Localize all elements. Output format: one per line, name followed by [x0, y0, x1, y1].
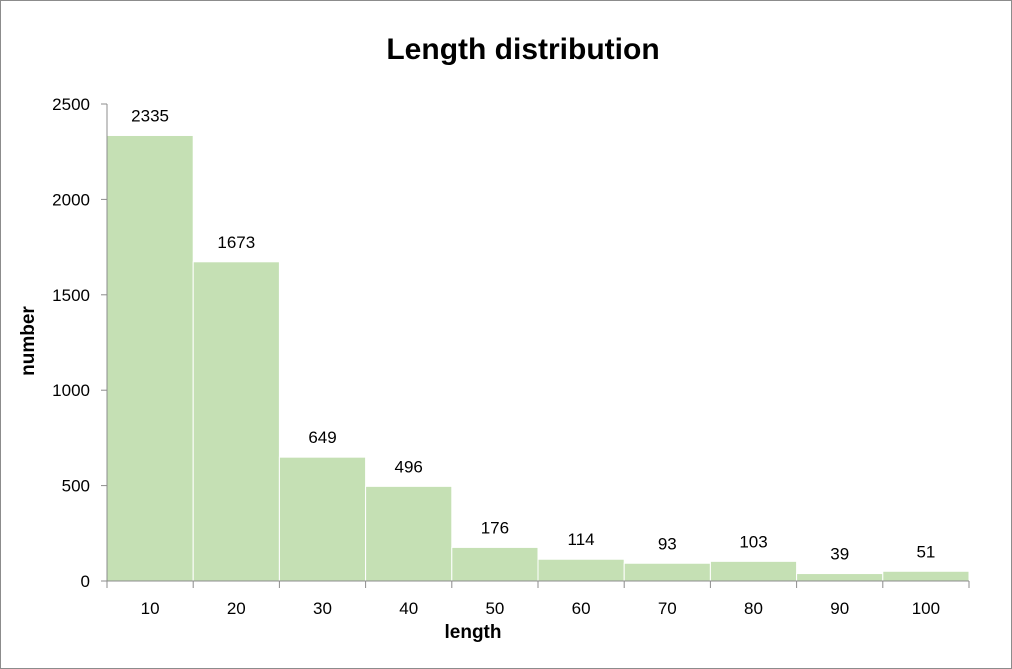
bar-60: [537, 558, 625, 582]
bar-70: [623, 562, 711, 582]
data-label-100: 51: [916, 542, 935, 561]
data-label-10: 2335: [131, 106, 169, 125]
bar-100: [882, 570, 970, 582]
y-axis-title: number: [18, 306, 39, 376]
y-tick-label-0: 0: [81, 572, 90, 591]
y-tick-label-1500: 1500: [52, 286, 90, 305]
x-tick-label-40: 40: [399, 599, 418, 618]
bars-layer: [106, 134, 970, 582]
data-label-80: 103: [739, 532, 767, 551]
bar-40: [365, 485, 453, 582]
chart-title: Length distribution: [386, 33, 659, 66]
data-labels-layer: 2335 1673 649 496 176 114 93 103 39 51: [131, 106, 935, 563]
x-tick-label-100: 100: [912, 599, 940, 618]
data-label-70: 93: [658, 534, 677, 553]
data-label-40: 496: [395, 457, 423, 476]
x-tick-label-50: 50: [485, 599, 504, 618]
axes-layer: 0 500 1000 1500 2000 2500 10 20 30 40 50 60 70 80 90 10…: [52, 95, 970, 618]
data-label-60: 114: [568, 530, 595, 549]
x-tick-label-90: 90: [830, 599, 849, 618]
x-axis-title: length: [445, 622, 502, 643]
y-tick-label-2500: 2500: [52, 95, 90, 114]
x-tick-label-80: 80: [744, 599, 763, 618]
data-label-30: 649: [308, 428, 336, 447]
x-tick-label-70: 70: [658, 599, 677, 618]
bar-50: [451, 546, 539, 582]
bar-80: [709, 560, 798, 582]
bar-10: [106, 134, 194, 582]
y-tick-label-1000: 1000: [52, 381, 90, 400]
bar-90: [796, 573, 884, 582]
bar-20: [192, 261, 280, 582]
data-label-90: 39: [830, 545, 849, 564]
y-tick-label-2000: 2000: [52, 190, 90, 209]
x-tick-label-10: 10: [141, 599, 160, 618]
x-tick-label-30: 30: [313, 599, 332, 618]
x-tick-label-60: 60: [572, 599, 591, 618]
x-tick-label-20: 20: [227, 599, 246, 618]
bar-30: [278, 456, 367, 582]
data-label-20: 1673: [217, 233, 255, 252]
data-label-50: 176: [481, 518, 509, 537]
y-tick-label-500: 500: [62, 477, 90, 496]
